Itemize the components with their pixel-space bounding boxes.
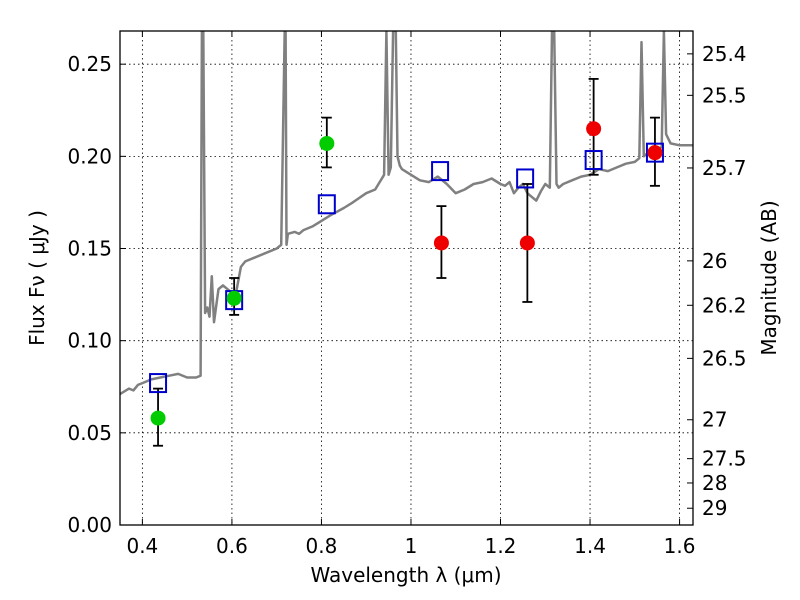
right-tick-label: 25.5	[702, 83, 747, 107]
right-tick-label: 27.5	[702, 447, 747, 471]
plot-frame	[119, 30, 694, 526]
x-tick-label: 0.6	[216, 534, 248, 558]
right-tick-label: 28	[702, 471, 727, 495]
model-photometry-square	[584, 150, 603, 171]
x-tick-label: 0.8	[306, 534, 338, 558]
right-tick-label: 26.2	[702, 293, 747, 317]
x-tick-label: 1	[405, 534, 418, 558]
x-axis-label: Wavelength λ (μm)	[310, 563, 501, 587]
right-tick-label: 25.4	[702, 42, 747, 66]
right-tick-label: 29	[702, 496, 727, 520]
y-tick-label: 0.05	[67, 421, 112, 445]
observed-data-point	[647, 145, 663, 161]
model-photometry-square	[516, 168, 535, 189]
model-photometry-square	[645, 142, 664, 163]
right-tick-label: 26	[702, 249, 727, 273]
y-tick-label: 0.25	[67, 52, 112, 76]
y-tick-label: 0.00	[67, 513, 112, 537]
observed-data-point	[150, 410, 166, 426]
x-axis-ticks: 0.4 0.6 0.8 1 1.2 1.4 1.6	[126, 31, 695, 558]
model-photometry-square	[317, 194, 336, 215]
observed-photometry-points	[150, 121, 663, 426]
y-axis-ticks: 0.00 0.05 0.10 0.15 0.20 0.25	[67, 52, 126, 537]
model-photometry-square	[149, 373, 168, 394]
right-tick-label: 25.7	[702, 156, 747, 180]
right-axis-label: Magnitude (AB)	[757, 200, 781, 355]
x-tick-label: 1.4	[574, 534, 606, 558]
y-axis-label: Flux Fν ( μJy )	[25, 210, 49, 346]
x-tick-label: 1.2	[485, 534, 517, 558]
y-tick-label: 0.10	[67, 329, 112, 353]
right-tick-label: 26.5	[702, 346, 747, 370]
y-tick-label: 0.20	[67, 144, 112, 168]
observed-data-point	[519, 235, 535, 251]
right-tick-label: 27	[702, 408, 727, 432]
observed-data-point	[586, 121, 602, 137]
model-photometry-square	[431, 161, 450, 182]
x-tick-label: 0.4	[126, 534, 158, 558]
observed-data-point	[433, 235, 449, 251]
x-tick-label: 1.6	[664, 534, 696, 558]
y-tick-label: 0.15	[67, 237, 112, 261]
observed-data-point	[319, 135, 335, 151]
observed-data-point	[226, 290, 242, 306]
